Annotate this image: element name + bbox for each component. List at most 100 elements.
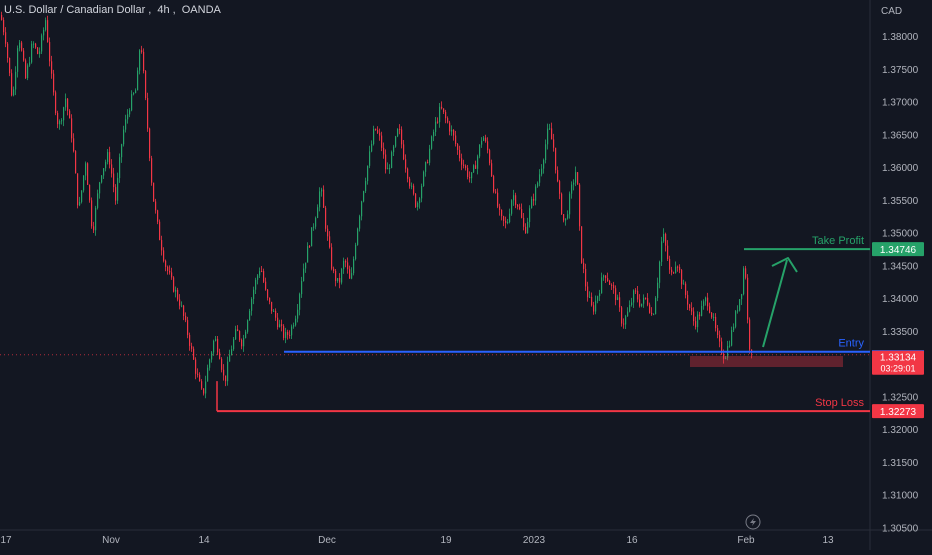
x-tick-label: 2023 [523, 535, 546, 546]
candle-body [335, 270, 337, 281]
candle-body [157, 210, 159, 222]
candle-body [539, 174, 541, 183]
candle-body [401, 129, 403, 145]
candle-body [39, 51, 41, 54]
candle-body [633, 290, 635, 303]
candle-body [513, 195, 515, 201]
candle-body [13, 89, 15, 96]
candle-body [521, 209, 523, 218]
candle-body [669, 259, 671, 270]
candle-body [125, 119, 127, 130]
candle-body [247, 320, 249, 332]
candle-body [577, 172, 579, 185]
candle-body [639, 299, 641, 307]
candle-body [657, 282, 659, 298]
candle-body [209, 359, 211, 368]
candle-body [313, 226, 315, 228]
candle-body [709, 306, 711, 313]
candle-body [489, 150, 491, 164]
x-tick-label: 13 [822, 535, 834, 546]
candle-body [625, 316, 627, 325]
candle-body [295, 318, 297, 326]
candle-body [553, 139, 555, 148]
candle-body [679, 267, 681, 271]
candle-body [153, 182, 155, 202]
candle-body [453, 129, 455, 136]
candle-body [281, 324, 283, 326]
candle-body [107, 152, 109, 162]
candle-body [3, 19, 5, 33]
candle-body [61, 120, 63, 122]
candle-body [315, 217, 317, 227]
candle-body [515, 195, 517, 205]
candle-body [97, 193, 99, 208]
candle-body [239, 331, 241, 340]
candle-body [277, 317, 279, 328]
candle-body [557, 170, 559, 182]
candle-body [7, 43, 9, 58]
candle-body [543, 160, 545, 169]
candle-body [309, 246, 311, 248]
candle-body [347, 262, 349, 270]
lightning-icon[interactable] [745, 514, 761, 530]
candle-body [329, 236, 331, 248]
candle-body [327, 228, 329, 237]
candle-body [19, 42, 21, 49]
candle-body [631, 302, 633, 305]
candle-body [95, 207, 97, 231]
candle-body [597, 296, 599, 301]
lightning-icon-ring [745, 514, 761, 530]
candle-body [231, 349, 233, 356]
candle-body [601, 277, 603, 294]
y-tick-label: 1.38000 [882, 32, 919, 43]
candle-body [447, 118, 449, 123]
candle-body [697, 314, 699, 328]
candle-body [265, 281, 267, 290]
candle-body [637, 290, 639, 300]
candle-body [123, 129, 125, 145]
candle-body [427, 162, 429, 164]
candle-body [525, 226, 527, 234]
candle-body [301, 281, 303, 295]
candle-body [699, 314, 701, 316]
candle-body [733, 326, 735, 331]
candle-body [445, 111, 447, 119]
candle-body [375, 128, 377, 131]
candle-body [491, 163, 493, 177]
candle-body [31, 43, 33, 63]
candle-body [387, 168, 389, 170]
candle-body [79, 201, 81, 206]
candle-body [467, 167, 469, 177]
candle-body [465, 165, 467, 168]
candle-body [71, 118, 73, 139]
candle-body [317, 207, 319, 218]
candle-body [389, 167, 391, 169]
y-tick-label: 1.32500 [882, 392, 919, 403]
candle-body [283, 325, 285, 338]
candle-body [735, 311, 737, 327]
candle-body [511, 200, 513, 214]
candle-body [339, 278, 341, 283]
candle-body [275, 310, 277, 318]
candle-body [469, 176, 471, 179]
candle-body [501, 209, 503, 217]
candle-body [167, 266, 169, 271]
candle-body [425, 162, 427, 172]
candle-body [409, 178, 411, 187]
candle-body [53, 73, 55, 93]
candle-body [725, 357, 727, 359]
y-tick-label: 1.37000 [882, 98, 919, 109]
candles [1, 11, 753, 399]
symbol-title[interactable]: U.S. Dollar / Canadian Dollar, 4h, OANDA [4, 4, 221, 16]
candle-body [559, 181, 561, 194]
candle-body [613, 285, 615, 289]
candle-body [249, 310, 251, 321]
candle-body [485, 137, 487, 142]
candle-body [705, 297, 707, 302]
candle-body [615, 288, 617, 300]
stop-loss-label: Stop Loss [815, 397, 864, 409]
lightning-icon-bolt [750, 518, 756, 526]
x-tick-label: Dec [318, 535, 336, 546]
